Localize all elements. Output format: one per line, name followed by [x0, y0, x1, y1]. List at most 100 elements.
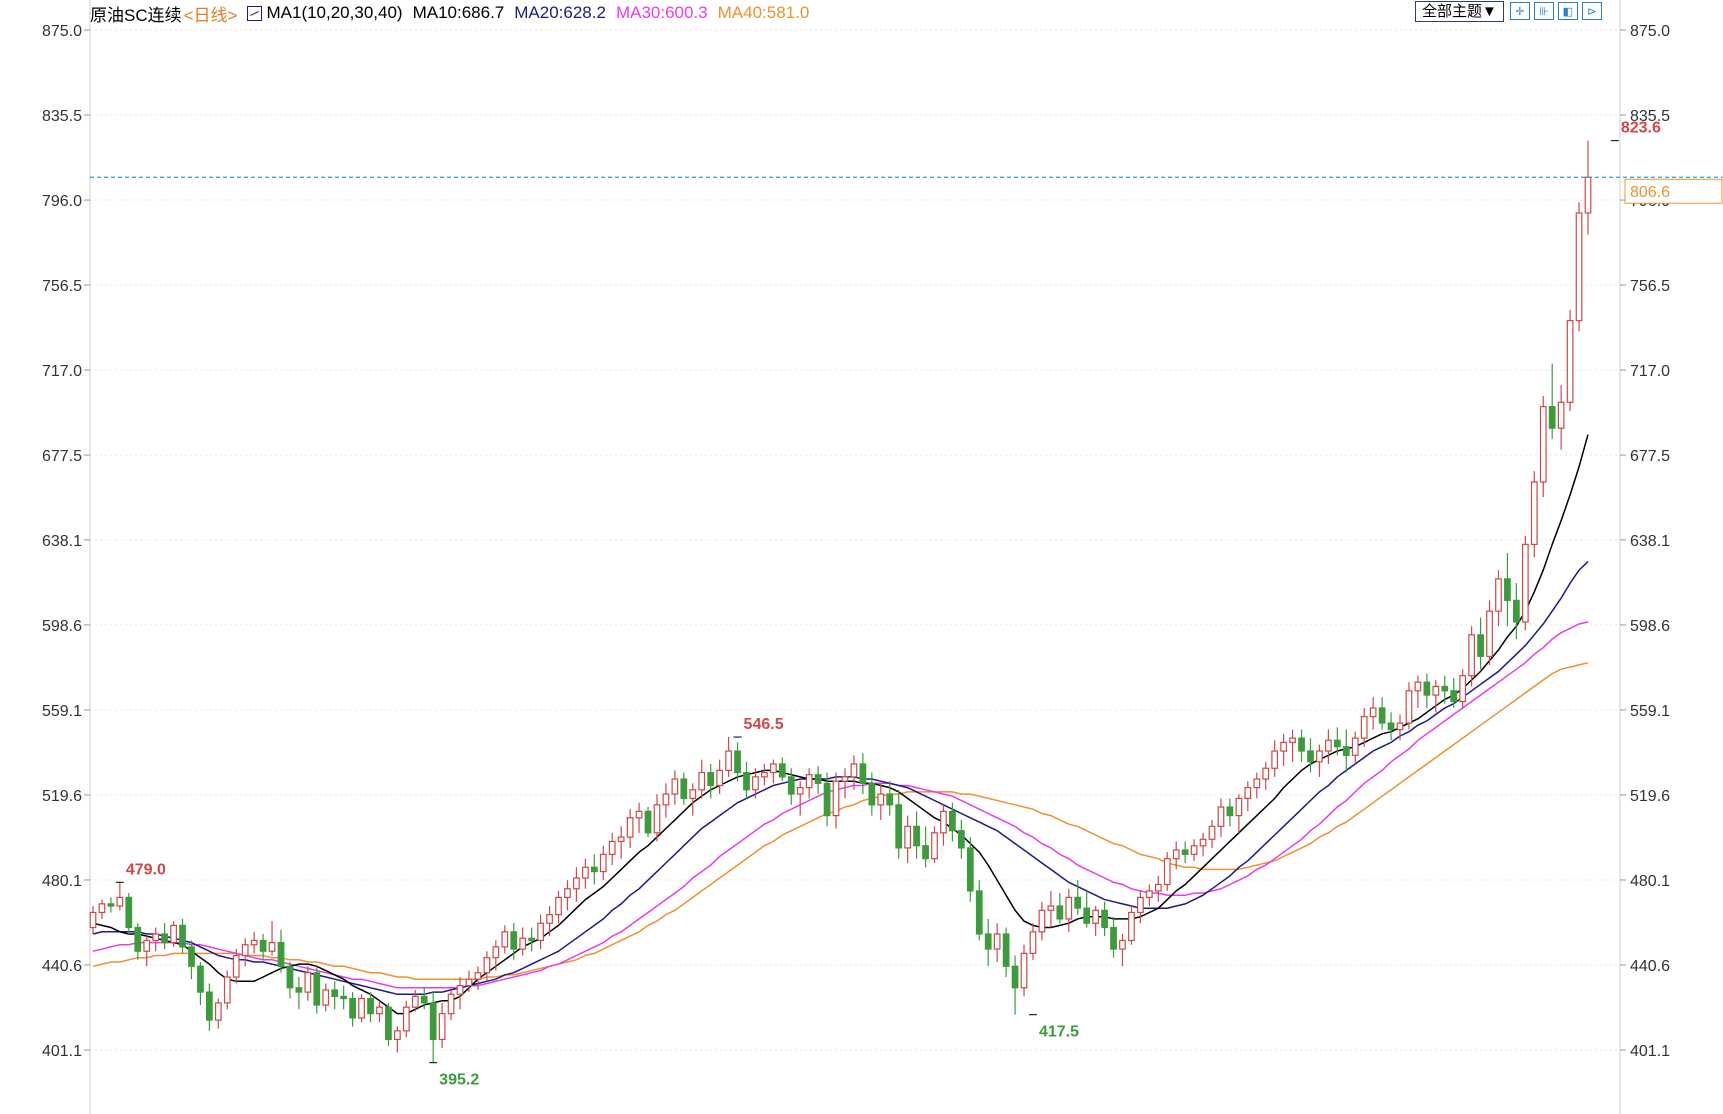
candle[interactable] — [295, 977, 303, 1010]
candle[interactable] — [707, 763, 715, 799]
candle[interactable] — [1441, 675, 1449, 704]
candle[interactable] — [1566, 309, 1574, 411]
candle[interactable] — [1235, 794, 1243, 833]
candle[interactable] — [519, 927, 527, 956]
candle[interactable] — [358, 994, 365, 1023]
candle[interactable] — [125, 893, 133, 934]
candle[interactable] — [528, 927, 536, 952]
candle[interactable] — [644, 806, 652, 838]
candle[interactable] — [1414, 675, 1422, 708]
candle[interactable] — [206, 983, 213, 1031]
candle[interactable] — [635, 802, 643, 833]
candle[interactable] — [1172, 841, 1180, 870]
candle[interactable] — [152, 927, 160, 952]
candle[interactable] — [1423, 673, 1431, 708]
candle[interactable] — [429, 992, 437, 1063]
candle[interactable] — [689, 783, 697, 816]
candle[interactable] — [170, 921, 177, 947]
candle[interactable] — [949, 802, 956, 842]
candle[interactable] — [1244, 781, 1252, 812]
candle[interactable] — [1468, 626, 1475, 687]
candle[interactable] — [1083, 890, 1091, 928]
candle[interactable] — [778, 757, 786, 782]
candle[interactable] — [465, 970, 473, 993]
candle[interactable] — [814, 766, 822, 795]
candle[interactable] — [1011, 955, 1019, 1015]
candle[interactable] — [1530, 471, 1538, 558]
candle[interactable] — [456, 977, 464, 1010]
candle[interactable] — [904, 815, 912, 863]
candle[interactable] — [1387, 712, 1395, 741]
candle[interactable] — [107, 897, 115, 913]
candle[interactable] — [1548, 363, 1556, 439]
candle[interactable] — [1181, 841, 1189, 863]
candle[interactable] — [573, 867, 580, 902]
candle[interactable] — [116, 882, 124, 911]
candle[interactable] — [349, 992, 356, 1027]
candle[interactable] — [564, 880, 571, 911]
candle[interactable] — [1065, 888, 1073, 932]
instrument-name[interactable]: 原油SC连续 — [90, 5, 182, 25]
candle[interactable] — [993, 923, 1001, 962]
candle[interactable] — [223, 970, 231, 1010]
candle[interactable] — [1101, 901, 1108, 937]
candle[interactable] — [385, 1002, 392, 1046]
candle[interactable] — [546, 906, 553, 937]
candle[interactable] — [304, 966, 312, 1001]
candle[interactable] — [510, 923, 518, 960]
candle[interactable] — [805, 768, 813, 799]
candle[interactable] — [680, 772, 688, 805]
candle[interactable] — [1360, 707, 1368, 747]
candle[interactable] — [232, 949, 240, 984]
play-left-icon[interactable]: ◧ — [1557, 2, 1578, 20]
candle[interactable] — [626, 809, 634, 848]
candle[interactable] — [796, 781, 804, 816]
candle[interactable] — [752, 768, 759, 799]
candle[interactable] — [1584, 140, 1592, 235]
candle[interactable] — [725, 737, 732, 777]
candle[interactable] — [823, 772, 831, 827]
candle[interactable] — [1450, 677, 1458, 708]
candle[interactable] — [250, 931, 258, 954]
candle[interactable] — [850, 755, 858, 790]
candle[interactable] — [1575, 202, 1583, 332]
candle[interactable] — [214, 998, 222, 1029]
candle[interactable] — [331, 981, 339, 1010]
candle[interactable] — [877, 783, 885, 820]
candle[interactable] — [599, 845, 607, 881]
candle[interactable] — [743, 761, 750, 799]
candle[interactable] — [259, 933, 267, 960]
candle[interactable] — [841, 768, 849, 799]
candle[interactable] — [895, 789, 903, 859]
candle[interactable] — [940, 804, 947, 846]
candle[interactable] — [474, 966, 482, 990]
candle[interactable] — [1351, 731, 1359, 764]
candle[interactable] — [501, 925, 509, 954]
candle[interactable] — [143, 933, 151, 967]
candle[interactable] — [367, 992, 374, 1023]
candle[interactable] — [1396, 714, 1404, 741]
candle[interactable] — [98, 899, 106, 919]
candle[interactable] — [761, 763, 768, 786]
candle[interactable] — [376, 1000, 383, 1023]
candle[interactable] — [1154, 875, 1162, 902]
candle[interactable] — [393, 1026, 401, 1053]
candle[interactable] — [1271, 740, 1279, 777]
candle[interactable] — [1208, 819, 1216, 848]
candle[interactable] — [957, 819, 965, 859]
candle[interactable] — [716, 759, 724, 795]
candle[interactable] — [608, 832, 616, 866]
split-view-icon[interactable]: ⊪ — [1533, 2, 1554, 20]
candle[interactable] — [1289, 729, 1296, 762]
candle[interactable] — [617, 826, 625, 859]
candle[interactable] — [1128, 906, 1135, 945]
candle[interactable] — [1495, 570, 1502, 627]
candle[interactable] — [1521, 535, 1529, 631]
candle[interactable] — [322, 983, 330, 1012]
candle[interactable] — [268, 921, 276, 956]
candle[interactable] — [966, 837, 974, 902]
candle[interactable] — [787, 768, 795, 805]
candle[interactable] — [537, 914, 544, 950]
candle[interactable] — [197, 961, 204, 1006]
